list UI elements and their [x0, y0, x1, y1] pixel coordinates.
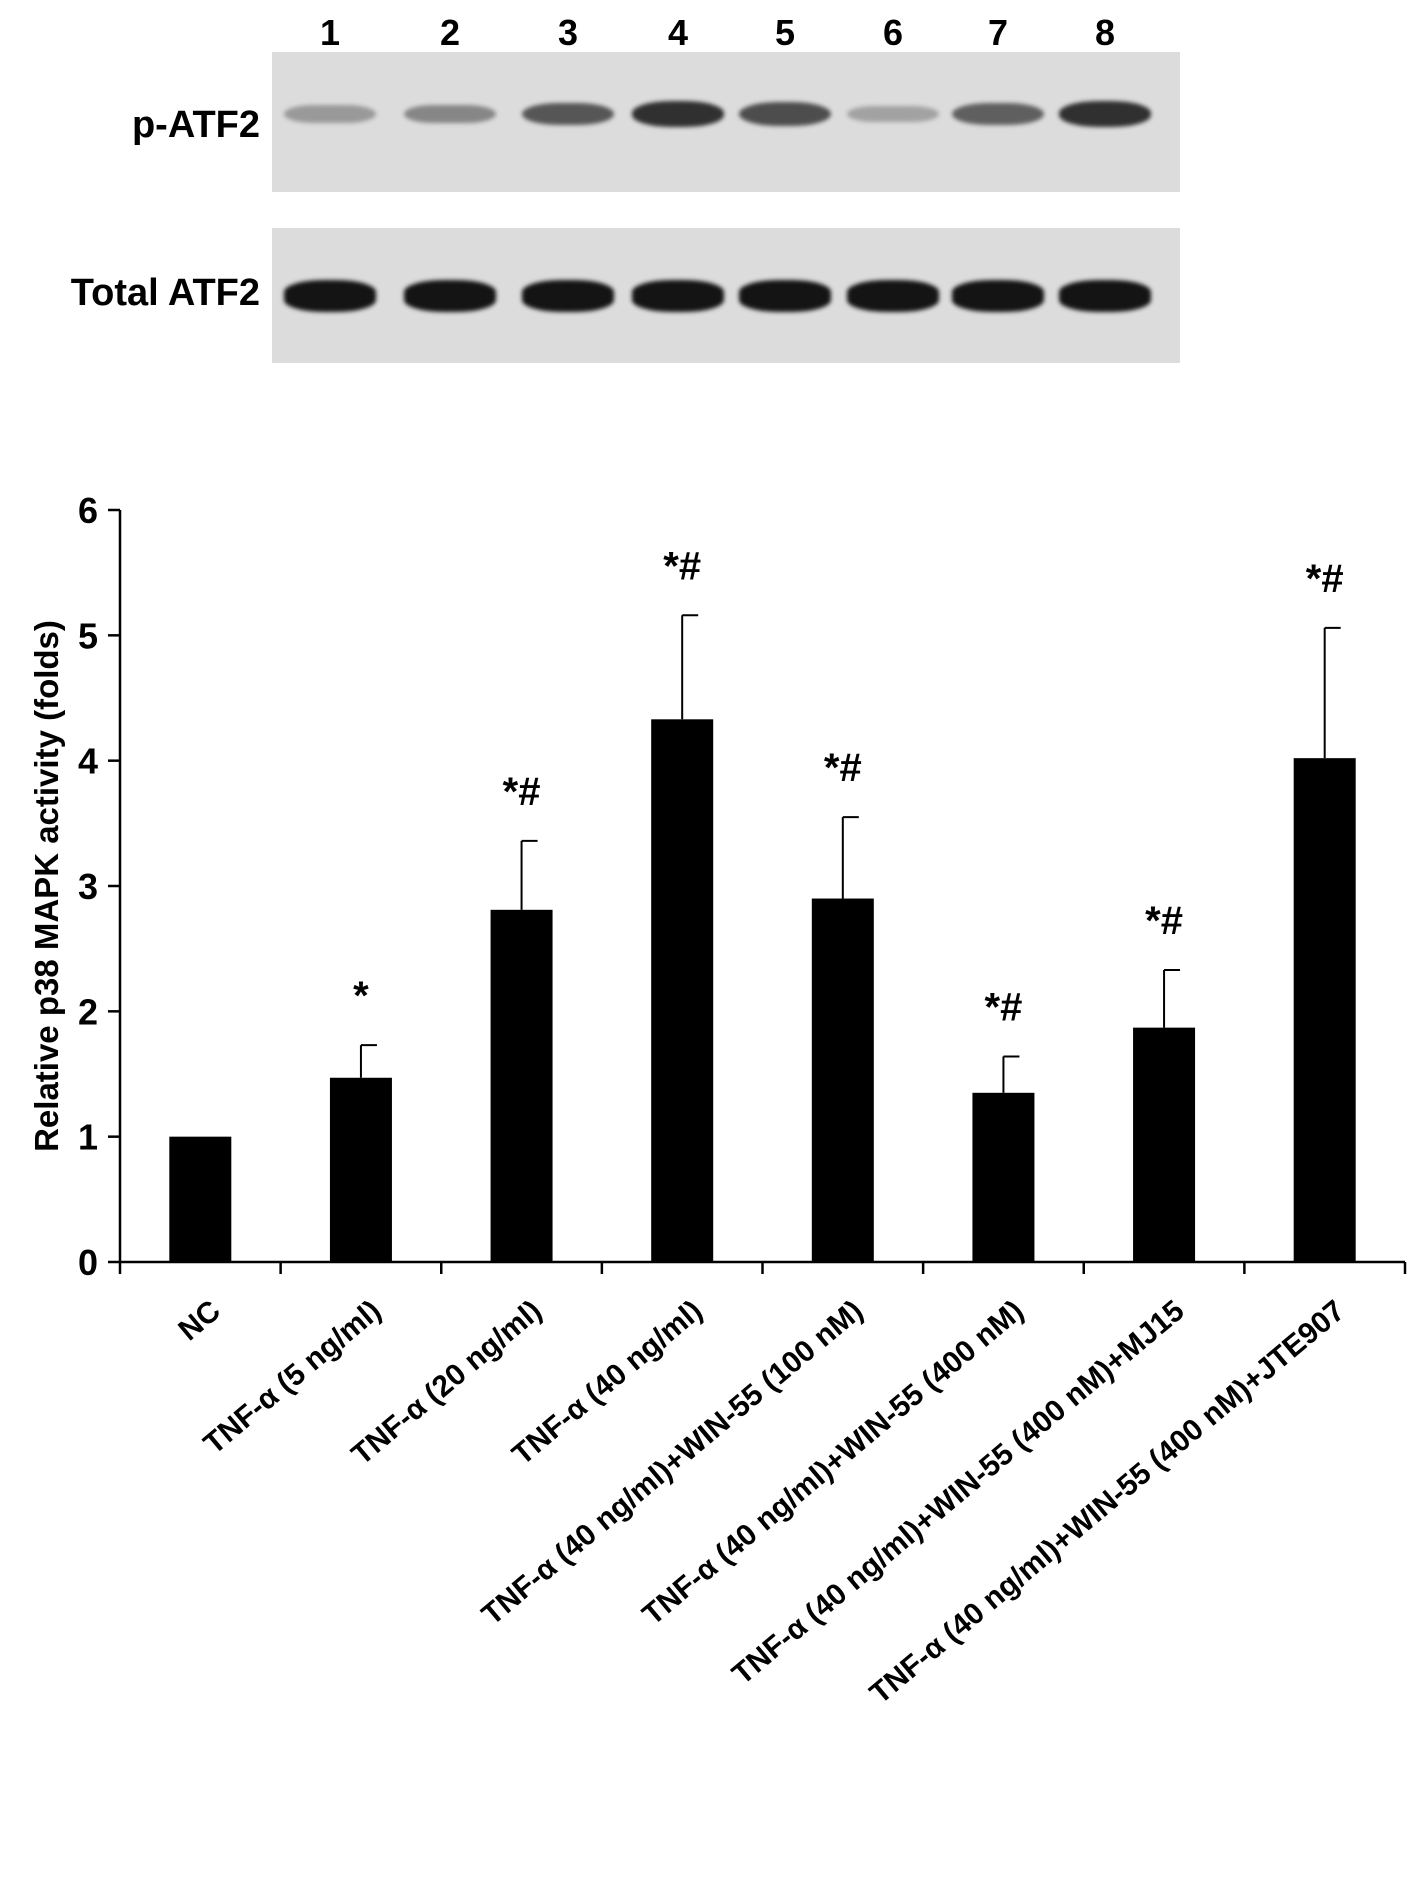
blot-band — [739, 279, 831, 312]
y-tick-label: 0 — [78, 1242, 98, 1283]
bar — [811, 898, 874, 1262]
significance-marker: * — [353, 974, 369, 1018]
blot-band — [632, 279, 724, 312]
blot-band — [1059, 101, 1151, 127]
blot-band — [284, 105, 376, 123]
lane-number-4: 4 — [667, 12, 689, 53]
y-tick-label: 5 — [78, 615, 98, 656]
y-tick-label: 6 — [78, 490, 98, 531]
blot-strip — [272, 228, 1180, 363]
lane-number-8: 8 — [1094, 12, 1116, 53]
lane-number-6: 6 — [882, 12, 904, 53]
blot-band — [284, 279, 376, 312]
significance-marker: *# — [824, 746, 862, 790]
blot-band — [404, 104, 496, 124]
bar — [651, 719, 714, 1262]
blot-row-label: Total ATF2 — [70, 272, 260, 314]
significance-marker: *# — [663, 544, 701, 588]
blot-band — [739, 102, 831, 126]
x-category-label: NC — [172, 1294, 226, 1347]
significance-marker: *# — [503, 770, 541, 814]
y-tick-label: 1 — [78, 1117, 98, 1158]
blot-band — [847, 105, 939, 123]
blot-band — [522, 102, 614, 126]
lane-number-1: 1 — [319, 12, 341, 53]
y-tick-label: 3 — [78, 866, 98, 907]
blot-band — [1059, 279, 1151, 312]
y-axis-label: Relative p38 MAPK activity (folds) — [28, 620, 65, 1152]
lane-number-7: 7 — [987, 12, 1009, 53]
blot-band — [632, 101, 724, 127]
bar — [169, 1136, 232, 1262]
bar — [1293, 758, 1356, 1262]
blot-band — [952, 103, 1044, 125]
bar — [1133, 1027, 1196, 1262]
significance-marker: *# — [1145, 899, 1183, 943]
blot-row-label: p-ATF2 — [131, 104, 260, 146]
blot-band — [847, 279, 939, 312]
bar — [490, 909, 553, 1262]
significance-marker: *# — [985, 985, 1023, 1029]
blot-band — [404, 279, 496, 312]
y-tick-label: 2 — [78, 991, 98, 1032]
lane-number-3: 3 — [557, 12, 579, 53]
significance-marker: *# — [1306, 557, 1344, 601]
bar — [329, 1077, 392, 1262]
lane-number-5: 5 — [774, 12, 796, 53]
lane-number-2: 2 — [439, 12, 461, 53]
bar — [972, 1092, 1035, 1262]
blot-band — [952, 279, 1044, 312]
blot-strip — [272, 52, 1180, 192]
blot-band — [522, 279, 614, 312]
y-tick-label: 4 — [78, 741, 98, 782]
